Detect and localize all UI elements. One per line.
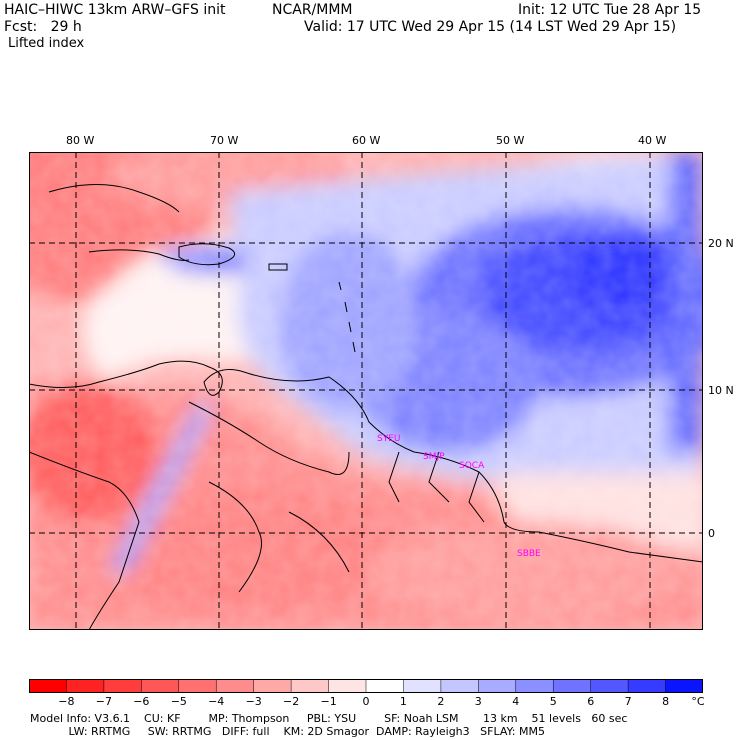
station-label: SBBE (517, 549, 541, 559)
colorbar-tick-label: 6 (587, 695, 595, 708)
colorbar-cell (141, 679, 180, 693)
station-label: SOCA (459, 461, 485, 471)
colorbar-cell (328, 679, 367, 693)
colorbar (29, 679, 703, 693)
init-time: Init: 12 UTC Tue 28 Apr 15 (518, 2, 702, 18)
field-name: Lifted index (8, 36, 85, 51)
colorbar-cell (552, 679, 592, 693)
model-title: HAIC–HIWC 13km ARW–GFS init (4, 2, 226, 18)
station-label: SYEU (377, 434, 400, 444)
model-info-line2: LW: RRTMG SW: RRTMG DIFF: full KM: 2D Sm… (30, 725, 545, 738)
colorbar-tick-label: −4 (208, 695, 225, 708)
colorbar-cell (103, 679, 143, 693)
colorbar-unit: °C (691, 695, 705, 708)
valid-time: Valid: 17 UTC Wed 29 Apr 15 (14 LST Wed … (304, 19, 677, 35)
colorbar-tick-label: −7 (95, 695, 112, 708)
colorbar-tick-label: 4 (512, 695, 520, 708)
lat-label-10n: 10 N (708, 384, 734, 397)
colorbar-tick-label: −2 (282, 695, 300, 708)
colorbar-tick-label: −3 (245, 695, 262, 708)
lon-label-70w: 70 W (210, 134, 239, 147)
colorbar-tick-label: 8 (662, 695, 670, 708)
colorbar-tick-label: 2 (437, 695, 445, 708)
colorbar-cell (478, 679, 517, 693)
colorbar-tick-label: 7 (624, 695, 632, 708)
lat-label-equator: 0 (708, 527, 715, 540)
colorbar-tick-label: −5 (170, 695, 187, 708)
lat-lon-grid (29, 152, 703, 630)
colorbar-tick-label: −8 (58, 695, 75, 708)
lat-label-20n: 20 N (708, 237, 734, 250)
coastlines (29, 184, 703, 630)
field-shading (29, 152, 703, 630)
lon-label-50w: 50 W (496, 134, 525, 147)
map-frame (29, 152, 703, 630)
lon-label-60w: 60 W (352, 134, 381, 147)
colorbar-tick-label: −6 (133, 695, 150, 708)
colorbar-cell (178, 679, 217, 693)
colorbar-cell (590, 679, 629, 693)
colorbar-tick-label: 3 (474, 695, 482, 708)
colorbar-cell (665, 679, 703, 693)
colorbar-cell (290, 679, 330, 693)
model-info-line1: Model Info: V3.6.1 CU: KF MP: Thompson P… (30, 712, 628, 725)
organization: NCAR/MMM (272, 2, 353, 18)
lifted-index-map: SYEU SMJP SOCA SBBE (29, 152, 703, 630)
station-label: SMJP (423, 452, 445, 462)
colorbar-cell (29, 679, 68, 693)
colorbar-tick-label: −1 (320, 695, 337, 708)
colorbar-cell (515, 679, 554, 693)
colorbar-cell (440, 679, 480, 693)
colorbar-cell (365, 679, 405, 693)
colorbar-cell (403, 679, 442, 693)
colorbar-tick-label: 0 (362, 695, 370, 708)
colorbar-cell (627, 679, 667, 693)
forecast-hour: Fcst: 29 h (4, 19, 82, 35)
lon-label-80w: 80 W (66, 134, 95, 147)
colorbar-tick-label: 5 (549, 695, 557, 708)
colorbar-cell (66, 679, 105, 693)
colorbar-cell (215, 679, 255, 693)
lon-label-40w: 40 W (638, 134, 667, 147)
colorbar-tick-label: 1 (399, 695, 407, 708)
colorbar-cell (253, 679, 292, 693)
